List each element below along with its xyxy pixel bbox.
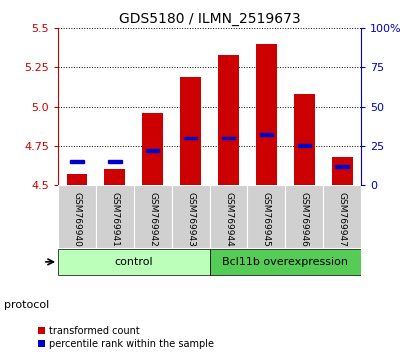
Text: GSM769942: GSM769942 [148, 193, 157, 247]
Text: GSM769940: GSM769940 [73, 193, 81, 247]
Text: protocol: protocol [4, 300, 49, 310]
Bar [58, 249, 210, 275]
Bar [294, 94, 315, 185]
Bar [332, 157, 352, 185]
Title: GDS5180 / ILMN_2519673: GDS5180 / ILMN_2519673 [119, 12, 300, 26]
Text: control: control [115, 257, 153, 267]
Bar [142, 113, 163, 185]
Bar [210, 185, 247, 248]
Bar [172, 185, 210, 248]
Bar [134, 185, 172, 248]
Legend: transformed count, percentile rank within the sample: transformed count, percentile rank withi… [38, 326, 214, 349]
Text: GSM769947: GSM769947 [338, 193, 347, 247]
Text: GSM769946: GSM769946 [300, 193, 309, 247]
Bar [71, 160, 84, 163]
Bar [222, 137, 235, 139]
Bar [335, 165, 349, 167]
Bar [247, 185, 285, 248]
Text: GSM769941: GSM769941 [110, 193, 120, 247]
Bar [210, 249, 361, 275]
Bar [286, 185, 323, 248]
Bar [146, 149, 159, 152]
Bar [184, 137, 197, 139]
Bar [105, 169, 125, 185]
Bar [108, 160, 122, 163]
Text: GSM769944: GSM769944 [224, 193, 233, 247]
Bar [180, 77, 201, 185]
Bar [96, 185, 134, 248]
Bar [218, 55, 239, 185]
Bar [256, 44, 277, 185]
Bar [298, 144, 311, 147]
Text: GSM769943: GSM769943 [186, 193, 195, 247]
Text: GSM769945: GSM769945 [262, 193, 271, 247]
Bar [58, 185, 96, 248]
Text: Bcl11b overexpression: Bcl11b overexpression [222, 257, 348, 267]
Bar [67, 174, 88, 185]
Bar [260, 133, 273, 136]
Bar [323, 185, 361, 248]
